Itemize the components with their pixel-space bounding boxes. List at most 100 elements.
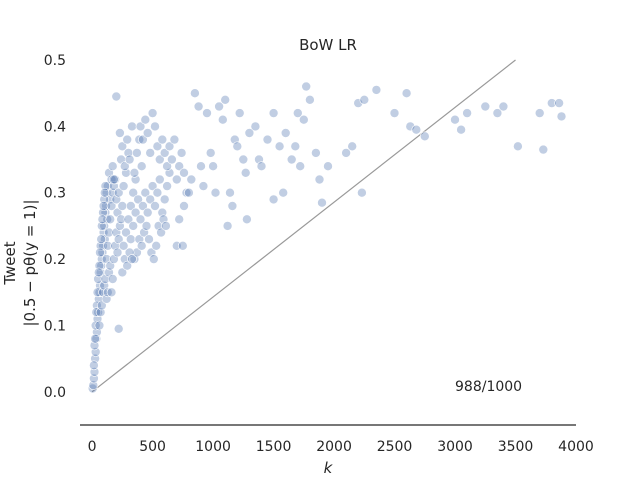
x-tick-label-0: 0: [88, 439, 97, 455]
data-point-193: [280, 128, 291, 138]
y-tick-label-0: 0.0: [44, 385, 66, 401]
data-point-177: [222, 221, 233, 231]
data-point-71: [107, 274, 118, 284]
data-point-218: [462, 108, 472, 118]
data-point-95: [127, 121, 137, 132]
data-point-208: [357, 187, 367, 198]
data-point-136: [144, 234, 154, 244]
data-point-29: [107, 161, 118, 171]
data-point-206: [347, 141, 358, 152]
data-point-96: [129, 168, 140, 178]
data-point-164: [184, 187, 194, 198]
data-point-79: [117, 201, 128, 211]
data-point-123: [150, 201, 160, 211]
data-point-82: [113, 187, 124, 198]
data-point-215: [419, 131, 430, 142]
data-point-141: [117, 267, 128, 278]
data-point-44: [94, 267, 104, 278]
data-point-51: [103, 241, 113, 251]
y-tick-label-3: 0.3: [44, 186, 66, 202]
data-point-229: [268, 194, 279, 205]
data-point-0: [87, 383, 98, 394]
data-point-157: [176, 148, 187, 158]
data-point-91: [117, 141, 128, 152]
diagonal-reference-line: [91, 59, 516, 393]
data-point-101: [138, 134, 148, 145]
data-point-128: [162, 181, 172, 191]
data-point-182: [234, 108, 245, 118]
data-point-190: [262, 134, 273, 145]
data-point-119: [140, 187, 151, 198]
data-point-133: [136, 241, 147, 251]
data-point-109: [157, 134, 168, 145]
y-axis-label-line2: |0.5 − pθ(y = 1)|: [21, 200, 39, 327]
data-point-76: [113, 234, 124, 244]
data-point-145: [127, 254, 137, 264]
data-point-45: [95, 247, 105, 258]
data-point-143: [122, 260, 132, 271]
x-tick-label-1: 500: [139, 439, 166, 455]
data-point-84: [118, 181, 129, 191]
x-tick-label-8: 4000: [558, 439, 594, 455]
x-tick-label-7: 3500: [498, 439, 534, 455]
data-point-181: [232, 141, 243, 152]
data-point-205: [341, 148, 351, 158]
data-point-52: [104, 227, 114, 238]
data-point-124: [152, 187, 163, 198]
data-point-163: [179, 201, 189, 211]
data-point-81: [109, 174, 119, 185]
y-tick-label-2: 0.2: [44, 252, 66, 268]
data-point-110: [118, 241, 129, 251]
data-point-113: [126, 234, 136, 244]
data-point-197: [295, 161, 306, 171]
data-point-114: [128, 221, 138, 231]
data-point-184: [240, 168, 251, 178]
data-point-214: [411, 124, 422, 135]
data-point-227: [556, 111, 567, 122]
data-point-179: [227, 201, 238, 211]
data-point-156: [174, 161, 184, 171]
data-point-116: [133, 194, 143, 205]
data-point-98: [134, 134, 145, 145]
data-point-60: [94, 320, 105, 331]
y-axis-label-line1: Tweet: [1, 241, 19, 285]
data-point-127: [159, 194, 170, 205]
data-point-48: [98, 201, 109, 211]
data-point-80: [111, 91, 122, 102]
data-point-187: [250, 121, 261, 132]
data-point-191: [268, 108, 279, 118]
data-point-155: [172, 174, 182, 185]
data-point-203: [317, 197, 327, 208]
data-point-226: [554, 98, 564, 108]
data-point-196: [292, 108, 303, 118]
data-point-169: [198, 181, 209, 191]
data-point-176: [220, 95, 230, 105]
x-tick-label-3: 1500: [256, 439, 292, 455]
data-point-108: [155, 154, 165, 165]
data-point-97: [132, 148, 142, 158]
data-point-201: [311, 148, 321, 158]
data-point-78: [116, 214, 126, 225]
data-point-172: [208, 161, 218, 171]
data-point-40: [89, 360, 99, 371]
data-point-87: [126, 201, 136, 211]
data-point-103: [142, 128, 153, 138]
data-point-222: [513, 141, 523, 152]
data-point-225: [546, 98, 557, 108]
data-point-70: [106, 287, 117, 298]
data-point-107: [152, 141, 163, 152]
data-point-199: [301, 81, 312, 92]
data-point-102: [140, 114, 151, 125]
data-point-212: [401, 88, 412, 98]
data-point-139: [151, 241, 161, 251]
data-point-195: [290, 141, 301, 152]
data-point-167: [193, 101, 204, 112]
data-point-166: [190, 88, 200, 98]
data-point-220: [492, 108, 503, 118]
data-point-120: [142, 207, 153, 218]
data-point-161: [178, 241, 188, 251]
data-point-90: [115, 128, 125, 138]
data-point-152: [164, 141, 175, 152]
data-point-41: [90, 333, 100, 344]
data-point-198: [298, 114, 309, 125]
